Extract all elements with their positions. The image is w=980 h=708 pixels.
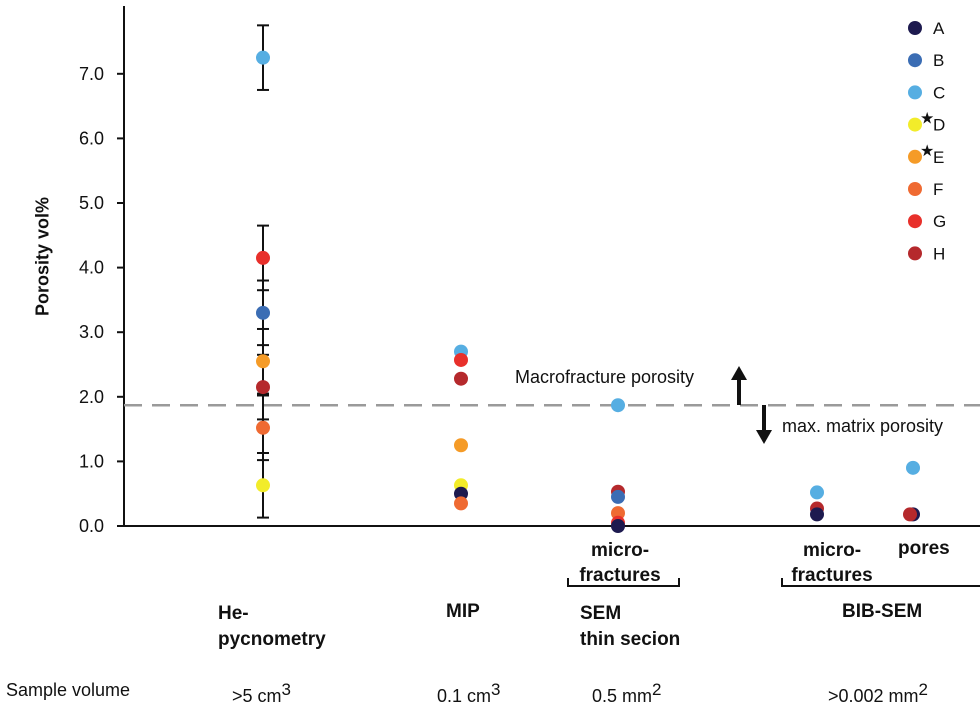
data-point-bib_pores-H (903, 507, 917, 522)
star-icon: ★ (920, 141, 934, 160)
legend-marker-G (908, 214, 922, 229)
micro-fractures-label-sem: micro- fractures (560, 538, 680, 588)
sample-volume-he-sup: 3 (281, 680, 291, 699)
method-sem-line1: SEM (580, 603, 622, 624)
star-icon: ★ (920, 109, 934, 128)
pores-label: pores (898, 538, 950, 559)
legend-marker-C (908, 85, 922, 100)
data-point-mip-G (454, 352, 468, 367)
legend-label-D: D (933, 116, 945, 135)
data-point-he-B (256, 305, 270, 320)
sample-volume-mip: 0.1 cm3 (437, 680, 501, 707)
sample-volume-sem-base: 0.5 mm (592, 686, 653, 706)
micro-fractures-sem-line1: micro- (590, 540, 650, 561)
data-point-mip-E (454, 438, 468, 453)
sample-volume-bib: >0.002 mm2 (828, 680, 928, 707)
data-point-he-F (256, 420, 270, 435)
data-point-mip-H (454, 371, 468, 386)
matrix-annotation: max. matrix porosity (782, 416, 944, 436)
y-tick-label: 7.0 (79, 64, 104, 84)
method-mip: MIP (446, 601, 480, 622)
y-tick-label: 2.0 (79, 387, 104, 407)
y-tick-label: 1.0 (79, 451, 104, 471)
sample-volume-label: Sample volume (6, 680, 131, 700)
micro-fractures-label-bib: micro- fractures (772, 538, 892, 588)
legend-marker-F (908, 182, 922, 196)
method-he-line1: He- (218, 603, 249, 624)
down-arrow-icon (756, 430, 772, 444)
legend-label-G: G (933, 212, 946, 231)
method-bib-sem: BIB-SEM (842, 601, 923, 622)
data-point-he-D (256, 478, 270, 493)
sample-volume-mip-sup: 3 (491, 680, 501, 699)
micro-fractures-sem-line2: fractures (579, 565, 661, 586)
legend-label-C: C (933, 83, 945, 102)
sample-volume-mip-base: 0.1 cm (437, 686, 492, 706)
data-point-sem-F (611, 506, 625, 521)
data-point-bib_micro-A (810, 507, 824, 522)
data-point-he-G (256, 250, 270, 265)
sample-volume-bib-sup: 2 (918, 680, 929, 699)
legend-label-A: A (933, 19, 945, 38)
legend-label-B: B (933, 51, 944, 70)
legend-marker-E (908, 149, 922, 164)
sample-volume-sem-sup: 2 (652, 680, 662, 699)
sem-bracket (567, 578, 680, 587)
data-point-bib_micro-C (810, 485, 824, 500)
y-tick-label: 6.0 (79, 128, 104, 148)
y-tick-label: 4.0 (79, 258, 104, 278)
data-point-he-H (256, 380, 270, 395)
micro-fractures-bib-line2: fractures (791, 565, 873, 586)
data-point-sem-C (611, 398, 625, 413)
y-tick-label: 0.0 (79, 516, 104, 536)
legend-label-H: H (933, 244, 945, 263)
data-point-sem-A (611, 519, 625, 533)
macrofracture-annotation: Macrofracture porosity (515, 367, 695, 387)
up-arrow-icon (731, 366, 747, 380)
legend-label-F: F (933, 180, 943, 199)
data-point-he-C (256, 50, 270, 65)
data-point-mip-A (454, 486, 468, 501)
y-axis-title: Porosity vol% (32, 196, 53, 317)
y-tick-label: 5.0 (79, 193, 104, 213)
method-he-pycnometry: He- pycnometry (218, 601, 326, 653)
bib-bracket (781, 578, 980, 587)
legend-label-E: E (933, 148, 944, 167)
method-sem: SEM thin secion (580, 601, 680, 653)
sample-volume-bib-base: >0.002 mm (828, 686, 919, 706)
data-point-mip-F (454, 496, 468, 511)
sample-volume-he-base: >5 cm (232, 686, 282, 706)
sample-volume-sem: 0.5 mm2 (592, 680, 661, 707)
legend-marker-D (908, 117, 922, 132)
data-point-bib_pores-C (906, 460, 920, 475)
legend-marker-H (908, 246, 922, 261)
legend-marker-B (908, 53, 922, 68)
data-point-sem-B (611, 489, 625, 504)
method-sem-line2: thin secion (580, 629, 681, 650)
method-he-line2: pycnometry (218, 629, 326, 650)
micro-fractures-bib-line1: micro- (802, 540, 862, 561)
sample-volume-he: >5 cm3 (232, 680, 291, 707)
data-point-he-E (256, 354, 270, 369)
legend-marker-A (908, 21, 922, 35)
y-tick-label: 3.0 (79, 322, 104, 342)
